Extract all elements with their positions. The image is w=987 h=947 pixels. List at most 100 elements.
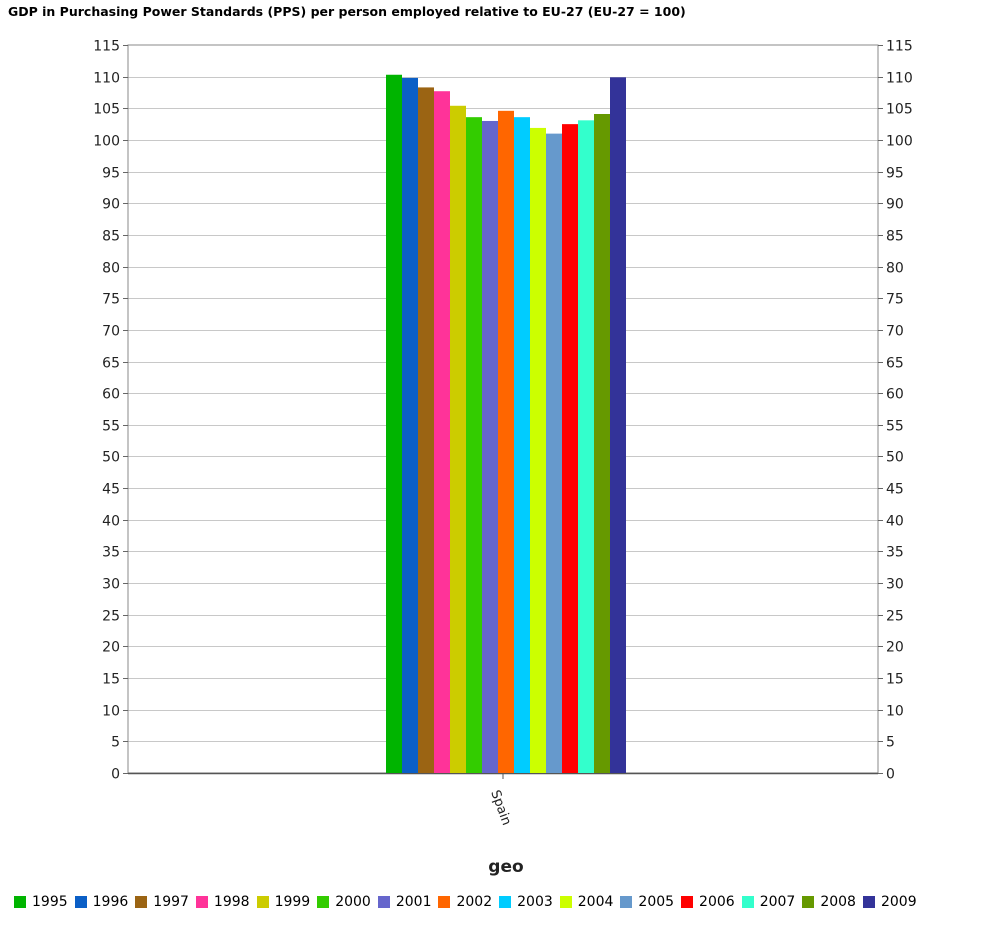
legend-label: 2009 (880, 894, 917, 910)
legend-label: 2007 (759, 894, 796, 910)
bar-1995 (386, 74, 402, 773)
y-tick-label-right: 55 (886, 419, 904, 435)
legend-label: 1997 (153, 894, 189, 910)
legend-item: 2006 (681, 893, 735, 911)
legend-item: 2000 (317, 893, 371, 911)
legend-item: 1999 (256, 893, 311, 911)
legend-item: 2002 (438, 893, 492, 911)
legend-swatch (499, 896, 512, 908)
y-tick-label-left: 75 (102, 292, 120, 308)
y-tick-label-right: 60 (886, 387, 904, 403)
legend-label: 2005 (638, 894, 675, 910)
bar-1996 (402, 77, 418, 773)
y-tick-label-right: 90 (886, 197, 904, 213)
y-tick-label-left: 110 (93, 71, 120, 87)
y-tick-label-right: 70 (886, 324, 904, 340)
legend: 1995 1996 1997 1998 1999 2000 2001 2002 2003 2004… (14, 893, 984, 911)
legend-label: 1999 (274, 894, 311, 910)
legend-item: 2007 (741, 893, 796, 911)
y-tick-label-left: 10 (102, 704, 120, 720)
y-tick-label-left: 55 (102, 419, 120, 435)
y-tick-label-right: 75 (886, 292, 904, 308)
legend-swatch (195, 896, 208, 908)
y-tick-label-right: 105 (886, 102, 913, 118)
bar-2009 (610, 77, 626, 773)
y-tick-label-right: 5 (886, 735, 895, 751)
y-tick-label-left: 40 (102, 514, 120, 530)
bar-2008 (594, 114, 610, 774)
x-axis-title: geo (488, 857, 523, 877)
legend-swatch (620, 896, 633, 908)
bar-1998 (434, 91, 450, 774)
y-tick-label-left: 95 (102, 166, 120, 182)
legend-swatch (438, 896, 451, 908)
legend-swatch (74, 896, 87, 908)
legend-item: 1995 (14, 893, 68, 911)
y-tick-label-right: 20 (886, 640, 904, 656)
y-tick-label-right: 45 (886, 482, 904, 498)
legend-label: 2004 (577, 894, 614, 910)
bar-2000 (466, 117, 482, 774)
bar-2002 (498, 110, 514, 773)
legend-item: 2004 (559, 893, 614, 911)
y-tick-label-left: 60 (102, 387, 120, 403)
y-tick-label-right: 115 (886, 39, 913, 55)
bars (386, 74, 626, 774)
legend-swatch (741, 896, 754, 908)
y-tick-label-left: 105 (93, 102, 120, 118)
legend-item: 1998 (195, 893, 250, 911)
legend-swatch (135, 896, 148, 908)
y-tick-label-left: 45 (102, 482, 120, 498)
legend-item: 2008 (802, 893, 856, 911)
legend-label: 1998 (213, 894, 250, 910)
legend-label: 1995 (32, 894, 68, 910)
legend-item: 2009 (862, 893, 917, 911)
bar-1999 (450, 105, 466, 774)
legend-label: 1996 (92, 894, 129, 910)
y-tick-label-right: 110 (886, 71, 913, 87)
bar-1997 (418, 87, 434, 773)
y-tick-label-left: 20 (102, 640, 120, 656)
y-tick-label-right: 30 (886, 577, 904, 593)
y-tick-label-right: 95 (886, 166, 904, 182)
legend-swatch (862, 896, 875, 908)
legend-swatch (14, 896, 26, 908)
legend-label: 2002 (456, 894, 493, 910)
y-tick-label-right: 35 (886, 545, 904, 561)
y-tick-label-right: 80 (886, 261, 904, 277)
bar-2005 (546, 133, 562, 773)
legend-swatch (802, 896, 815, 908)
legend-item: 1996 (74, 893, 129, 911)
chart-title: GDP in Purchasing Power Standards (PPS) … (8, 4, 686, 19)
y-tick-label-right: 85 (886, 229, 904, 245)
legend-swatch (377, 896, 390, 908)
legend-swatch (681, 896, 694, 908)
legend-item: 1997 (135, 893, 189, 911)
y-tick-label-left: 65 (102, 356, 120, 372)
y-tick-label-right: 65 (886, 356, 904, 372)
legend-label: 2008 (820, 894, 856, 910)
legend-swatch (256, 896, 269, 908)
bar-2006 (562, 124, 578, 773)
y-tick-label-left: 15 (102, 672, 120, 688)
y-tick-label-left: 35 (102, 545, 120, 561)
legend-swatch (317, 896, 330, 908)
y-tick-label-left: 5 (111, 735, 120, 751)
y-tick-label-right: 50 (886, 450, 904, 466)
y-tick-label-left: 90 (102, 197, 120, 213)
legend-label: 2003 (517, 894, 553, 910)
y-tick-label-right: 10 (886, 704, 904, 720)
y-tick-label-right: 25 (886, 609, 904, 625)
y-tick-label-left: 100 (93, 134, 120, 150)
bar-2007 (578, 120, 594, 774)
y-tick-label-left: 85 (102, 229, 120, 245)
x-tick-label: Spain (487, 788, 514, 827)
legend-item: 2001 (377, 893, 431, 911)
bar-2004 (530, 127, 546, 773)
legend-item: 2005 (620, 893, 674, 911)
bar-2001 (482, 120, 498, 774)
y-tick-label-left: 30 (102, 577, 120, 593)
bar-2003 (514, 117, 530, 774)
